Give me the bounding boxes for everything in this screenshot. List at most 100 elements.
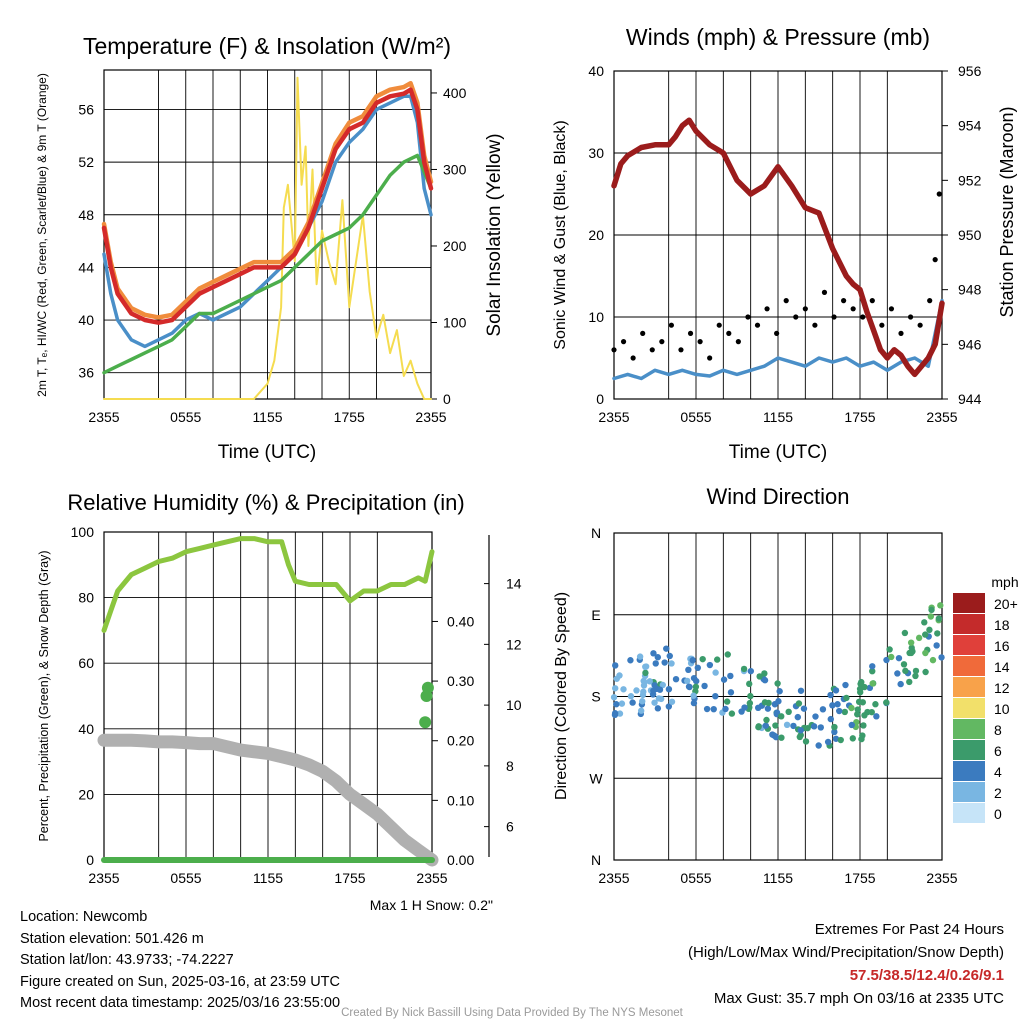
direction-point [883,699,890,706]
direction-point [747,692,754,700]
precip-point [421,681,434,694]
direction-point [762,722,769,729]
x-tick-label: 2355 [926,409,957,425]
legend-label: 8 [994,722,1002,738]
direction-point [827,715,834,723]
location-text: Location: Newcomb [20,909,148,925]
direction-point [727,689,735,696]
legend-label: 20+ [994,596,1018,612]
legend-swatch [953,761,985,781]
direction-point [668,660,675,667]
gust-point [850,306,856,312]
direction-point [637,707,645,714]
direction-point [836,707,843,715]
direction-point [656,686,664,693]
y2-tick-label: 944 [958,391,982,407]
legend-label: 4 [994,764,1002,780]
direction-point [900,661,908,668]
gust-point [668,322,675,328]
direction-point [812,713,819,720]
legend-label: 12 [994,680,1010,696]
x-tick-label: 1755 [844,409,875,425]
direction-point [741,704,748,711]
x-tick-label: 1755 [334,409,365,425]
y-tick-label: 36 [78,365,94,381]
direction-point [612,662,619,669]
gust-point [821,289,828,295]
gust-point [659,339,665,345]
direction-point [636,653,644,660]
direction-point [842,681,849,689]
legend-swatch [953,656,985,676]
gust-point [697,339,703,345]
x-tick-label: 0555 [680,870,711,886]
extremes-block: Extremes For Past 24 Hours (High/Low/Max… [688,918,1004,1010]
direction-point [922,631,929,638]
direction-point [907,639,915,646]
gust-point [841,298,847,304]
direction-point [797,727,805,734]
gust-point [869,298,875,304]
direction-point [797,687,805,694]
gust-point [678,347,684,353]
direction-point [723,698,731,705]
direction-point [832,687,840,694]
wind-direction-ylabel: Direction (Colored By Speed) [553,592,570,800]
direction-point [612,685,619,692]
direction-point [897,680,904,688]
credit-text: Created By Nick Bassill Using Data Provi… [341,1007,683,1019]
legend-label: 18 [994,617,1010,633]
direction-point [685,666,692,674]
x-tick-label: 1155 [763,409,793,425]
y3-tick-label: 14 [506,576,522,592]
y-tick-label: 56 [78,101,94,117]
direction-point [843,694,850,702]
speed-legend: mph 20+ 18 16 14 12 10 8 6 4 2 0 [953,574,1019,823]
direction-point [772,722,779,729]
y2-tick-label: 100 [443,314,467,330]
x-tick-label: 2355 [88,409,119,425]
series-line [101,80,434,320]
gust-point [620,339,627,345]
legend-swatch [953,740,985,760]
humidity-panel: Relative Humidity (%) & Precipitation (i… [37,490,522,886]
direction-point [650,650,657,657]
y2-tick-label: 952 [958,172,982,188]
gust-point [649,347,655,353]
y-tick-label: 40 [78,312,94,328]
direction-point [714,656,721,663]
direction-point [861,712,868,719]
direction-point [888,653,895,661]
direction-point [613,701,620,708]
y2-tick-label: 954 [958,118,982,134]
direction-point [829,702,836,709]
legend-swatch [953,803,985,823]
y-tick-label: S [591,689,600,705]
y3-tick-label: 6 [506,819,514,835]
series-line [612,298,944,381]
gust-point [783,298,789,304]
gust-point [611,347,617,353]
gust-point [735,339,741,345]
temperature-xlabel: Time (UTC) [218,442,317,463]
direction-point [860,722,867,729]
direction-point [778,713,785,720]
direction-point [854,711,861,718]
direction-point [665,703,673,710]
direction-point [926,626,933,634]
direction-point [763,716,770,724]
y-tick-label: N [591,852,601,868]
direction-point [883,656,890,664]
series-line [101,536,435,633]
direction-point [668,698,676,705]
gust-point [630,355,636,361]
x-tick-label: 2355 [926,870,957,886]
y2-tick-label: 0 [443,391,451,407]
direction-point [934,630,941,637]
latlon-text: Station lat/lon: 43.9733; -74.2227 [20,952,234,968]
insolation-ylabel: Solar Insolation (Yellow) [484,133,505,336]
direction-point [642,669,649,677]
direction-point [706,661,714,669]
direction-point [783,721,791,729]
direction-point [627,693,635,700]
